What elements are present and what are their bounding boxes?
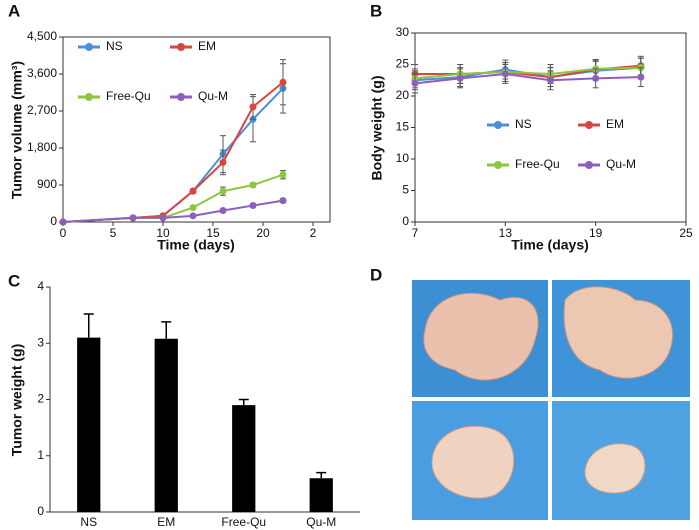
y-tick-label: 3 — [37, 335, 44, 349]
point — [219, 158, 227, 166]
legend-marker — [85, 93, 93, 101]
bar — [77, 337, 101, 512]
x-tick-label: EM — [157, 515, 175, 529]
point — [249, 103, 257, 111]
series-line — [62, 173, 284, 223]
y-tick-label: 0 — [50, 214, 57, 228]
x-tick-label: 15 — [206, 226, 220, 240]
y-tick-label: 30 — [396, 25, 410, 39]
x-tick-label: 19 — [589, 226, 603, 240]
x-axis-title: Time (days) — [511, 237, 589, 253]
point — [279, 78, 287, 86]
y-tick-label: 0 — [37, 504, 44, 518]
point — [501, 70, 509, 78]
x-tick-label: 5 — [110, 226, 117, 240]
point — [411, 79, 419, 87]
point — [189, 187, 197, 195]
point — [456, 74, 464, 82]
x-tick-label: Free-Qu — [221, 515, 266, 529]
x-tick-label: 13 — [499, 226, 513, 240]
legend-label: NS — [106, 39, 123, 53]
point — [219, 187, 227, 195]
y-axis-title: Tumor volume (mm³) — [9, 61, 25, 199]
panel-label: B — [370, 1, 382, 20]
bar — [232, 405, 256, 512]
x-tick-label: 10 — [156, 226, 170, 240]
legend-marker — [585, 121, 593, 129]
tumor-photo — [412, 280, 690, 520]
point — [159, 214, 167, 222]
x-axis-title: Time (days) — [157, 237, 235, 253]
point — [129, 214, 137, 222]
point — [547, 76, 554, 84]
panel-label: A — [8, 1, 20, 20]
y-tick-label: 1 — [37, 448, 44, 462]
point — [279, 197, 287, 205]
x-tick-label: NS — [80, 515, 97, 529]
x-tick-label: 20 — [256, 226, 270, 240]
panel-label: C — [8, 271, 20, 290]
y-tick-label: 25 — [396, 57, 410, 71]
tumor — [563, 286, 674, 379]
legend-marker — [494, 121, 502, 129]
series-line — [62, 81, 284, 223]
legend-marker — [85, 43, 93, 51]
y-tick-label: 900 — [37, 177, 57, 191]
legend-marker — [585, 161, 593, 169]
legend-label: Free-Qu — [106, 89, 151, 103]
y-tick-label: 4 — [37, 279, 44, 293]
y-tick-label: 2 — [37, 392, 44, 406]
x-tick-label: Qu-M — [306, 515, 336, 529]
y-tick-label: 4,500 — [27, 29, 57, 43]
point — [59, 218, 67, 226]
legend-label: NS — [515, 117, 532, 131]
y-tick-label: 10 — [396, 151, 410, 165]
point — [249, 181, 257, 189]
series-line — [414, 66, 641, 80]
bar — [154, 338, 178, 512]
y-axis-title: Tumor weight (g) — [9, 344, 25, 457]
tumor — [431, 425, 515, 499]
legend-label: EM — [606, 117, 624, 131]
legend-label: Free-Qu — [515, 157, 560, 171]
plot-frame — [62, 36, 331, 223]
point — [219, 206, 227, 214]
y-tick-label: 5 — [402, 183, 409, 197]
plot-frame — [414, 32, 687, 223]
tumor — [423, 292, 539, 381]
x-tick-label: 2 — [310, 226, 317, 240]
legend-label: Qu-M — [198, 89, 228, 103]
legend-marker — [177, 43, 185, 51]
point — [189, 212, 197, 220]
y-tick-label: 20 — [396, 88, 410, 102]
y-tick-label: 1,800 — [27, 140, 57, 154]
x-tick-label: 0 — [60, 226, 67, 240]
legend-label: EM — [198, 39, 216, 53]
point — [249, 202, 257, 210]
y-tick-label: 3,600 — [27, 66, 57, 80]
legend-marker — [494, 161, 502, 169]
series-line — [414, 72, 641, 85]
x-tick-label: 7 — [412, 226, 419, 240]
bar — [309, 478, 333, 512]
y-tick-label: 0 — [402, 214, 409, 228]
point — [637, 73, 645, 81]
legend-marker — [177, 93, 185, 101]
y-tick-label: 2,700 — [27, 103, 57, 117]
point — [189, 204, 197, 212]
y-axis-title: Body weight (g) — [369, 76, 385, 181]
panel-label: D — [370, 265, 382, 284]
point — [592, 74, 600, 82]
y-tick-label: 15 — [396, 120, 410, 134]
point — [279, 171, 287, 179]
legend-label: Qu-M — [606, 157, 636, 171]
x-tick-label: 25 — [679, 226, 693, 240]
tumor — [584, 443, 646, 494]
